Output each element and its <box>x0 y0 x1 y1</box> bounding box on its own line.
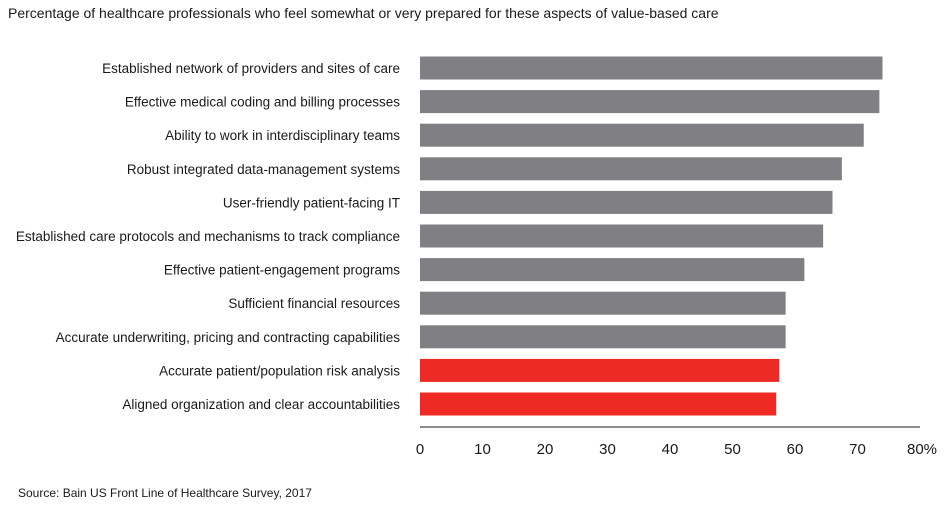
category-labels-group: Established network of providers and sit… <box>16 61 400 412</box>
bar-6 <box>420 258 805 282</box>
category-label-4: User-friendly patient-facing IT <box>223 195 400 210</box>
category-label-2: Ability to work in interdisciplinary tea… <box>165 128 400 143</box>
chart-title: Percentage of healthcare professionals w… <box>8 5 719 21</box>
x-tick-label-5: 50 <box>724 441 741 458</box>
category-label-9: Accurate patient/population risk analysi… <box>159 363 400 378</box>
bar-8 <box>420 325 786 349</box>
bar-0 <box>420 56 883 80</box>
x-tick-label-1: 10 <box>474 441 491 458</box>
bar-10 <box>420 392 777 416</box>
bar-5 <box>420 224 824 248</box>
x-tick-label-2: 20 <box>537 441 554 458</box>
x-tick-label-6: 60 <box>787 441 804 458</box>
bar-3 <box>420 157 842 181</box>
x-axis-ticks-group: 0 10 20 30 40 50 60 70 80% <box>416 441 937 458</box>
bars-group <box>420 56 883 416</box>
x-tick-label-4: 40 <box>662 441 679 458</box>
bar-7 <box>420 291 786 315</box>
category-label-10: Aligned organization and clear accountab… <box>122 397 400 412</box>
x-tick-label-0: 0 <box>416 441 424 458</box>
category-label-3: Robust integrated data-management system… <box>127 162 400 177</box>
bar-9 <box>420 358 780 382</box>
category-label-6: Effective patient-engagement programs <box>164 263 400 278</box>
source-note: Source: Bain US Front Line of Healthcare… <box>18 486 312 500</box>
bar-2 <box>420 123 864 147</box>
bar-1 <box>420 90 880 114</box>
category-label-5: Established care protocols and mechanism… <box>16 229 400 244</box>
category-label-8: Accurate underwriting, pricing and contr… <box>56 330 401 345</box>
x-tick-label-7: 70 <box>849 441 866 458</box>
bar-4 <box>420 190 833 214</box>
category-label-1: Effective medical coding and billing pro… <box>125 95 400 110</box>
x-tick-label-8: 80% <box>907 441 937 458</box>
category-label-0: Established network of providers and sit… <box>102 61 400 76</box>
category-label-7: Sufficient financial resources <box>228 296 400 311</box>
x-tick-label-3: 30 <box>599 441 616 458</box>
